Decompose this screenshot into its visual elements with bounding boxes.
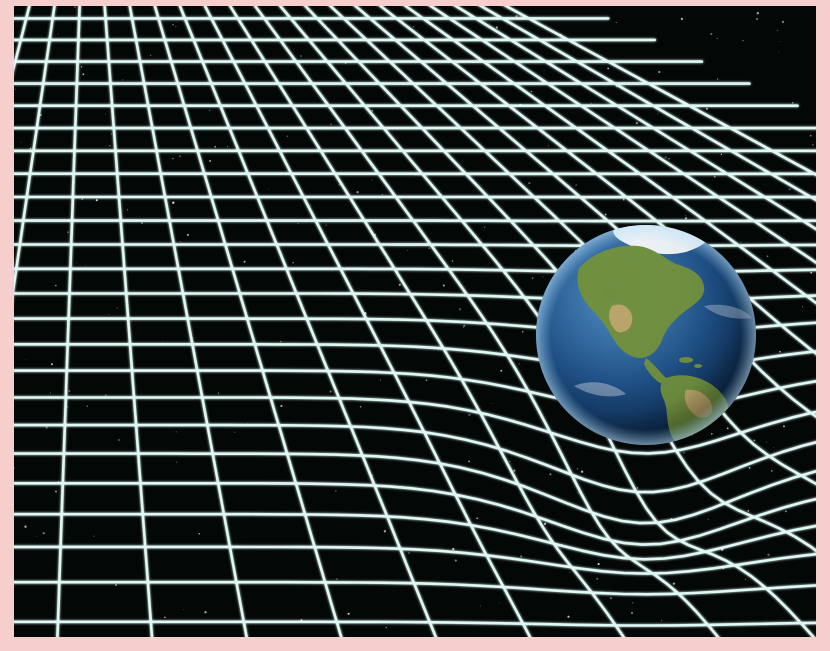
spacetime-illustration (14, 6, 816, 637)
spacetime-grid (14, 6, 816, 637)
spacetime-scene (14, 6, 816, 637)
earth-globe (536, 225, 756, 445)
